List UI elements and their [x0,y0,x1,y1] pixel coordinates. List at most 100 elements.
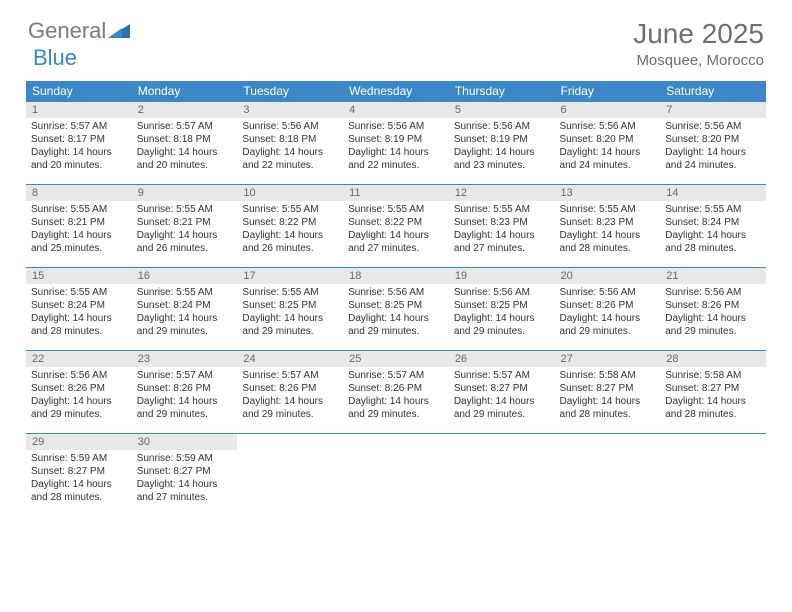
sunset-text: Sunset: 8:27 PM [560,382,656,395]
day-details: Sunrise: 5:57 AMSunset: 8:26 PMDaylight:… [132,367,238,423]
day-number: 19 [449,268,555,284]
sunrise-text: Sunrise: 5:58 AM [560,369,656,382]
sunset-text: Sunset: 8:26 PM [560,299,656,312]
sunrise-text: Sunrise: 5:55 AM [665,203,761,216]
daylight-text-1: Daylight: 14 hours [31,395,127,408]
day-number: 24 [237,351,343,367]
sunset-text: Sunset: 8:26 PM [665,299,761,312]
sunrise-text: Sunrise: 5:57 AM [31,120,127,133]
calendar-table: Sunday Monday Tuesday Wednesday Thursday… [26,81,766,517]
day-details: Sunrise: 5:55 AMSunset: 8:24 PMDaylight:… [132,284,238,340]
daylight-text-1: Daylight: 14 hours [454,395,550,408]
calendar-cell: 9Sunrise: 5:55 AMSunset: 8:21 PMDaylight… [132,185,238,268]
sunrise-text: Sunrise: 5:55 AM [242,286,338,299]
daylight-text-1: Daylight: 14 hours [137,312,233,325]
sunset-text: Sunset: 8:27 PM [137,465,233,478]
daylight-text-2: and 28 minutes. [560,242,656,255]
day-details: Sunrise: 5:56 AMSunset: 8:20 PMDaylight:… [555,118,661,174]
logo-triangle-icon [108,18,130,44]
day-details: Sunrise: 5:59 AMSunset: 8:27 PMDaylight:… [132,450,238,506]
daylight-text-1: Daylight: 14 hours [454,146,550,159]
daylight-text-2: and 28 minutes. [31,325,127,338]
calendar-cell: 21Sunrise: 5:56 AMSunset: 8:26 PMDayligh… [660,268,766,351]
calendar-cell: 26Sunrise: 5:57 AMSunset: 8:27 PMDayligh… [449,351,555,434]
sunrise-text: Sunrise: 5:55 AM [31,203,127,216]
day-number: 7 [660,102,766,118]
calendar-cell: 11Sunrise: 5:55 AMSunset: 8:22 PMDayligh… [343,185,449,268]
day-number: 11 [343,185,449,201]
sunset-text: Sunset: 8:26 PM [31,382,127,395]
daylight-text-1: Daylight: 14 hours [560,312,656,325]
day-details: Sunrise: 5:55 AMSunset: 8:21 PMDaylight:… [132,201,238,257]
calendar-cell [343,434,449,517]
sunset-text: Sunset: 8:27 PM [31,465,127,478]
daylight-text-1: Daylight: 14 hours [137,229,233,242]
sunrise-text: Sunrise: 5:56 AM [665,120,761,133]
daylight-text-1: Daylight: 14 hours [31,312,127,325]
daylight-text-1: Daylight: 14 hours [242,229,338,242]
calendar-cell: 3Sunrise: 5:56 AMSunset: 8:18 PMDaylight… [237,102,343,185]
sunset-text: Sunset: 8:18 PM [137,133,233,146]
sunrise-text: Sunrise: 5:56 AM [560,120,656,133]
daylight-text-2: and 29 minutes. [665,325,761,338]
calendar-cell: 6Sunrise: 5:56 AMSunset: 8:20 PMDaylight… [555,102,661,185]
calendar-cell: 16Sunrise: 5:55 AMSunset: 8:24 PMDayligh… [132,268,238,351]
day-details: Sunrise: 5:57 AMSunset: 8:27 PMDaylight:… [449,367,555,423]
sunset-text: Sunset: 8:25 PM [348,299,444,312]
day-details: Sunrise: 5:56 AMSunset: 8:26 PMDaylight:… [660,284,766,340]
day-details: Sunrise: 5:56 AMSunset: 8:26 PMDaylight:… [26,367,132,423]
sunrise-text: Sunrise: 5:57 AM [348,369,444,382]
day-details: Sunrise: 5:55 AMSunset: 8:23 PMDaylight:… [449,201,555,257]
weekday-wednesday: Wednesday [343,81,449,102]
sunrise-text: Sunrise: 5:56 AM [454,120,550,133]
day-details: Sunrise: 5:57 AMSunset: 8:26 PMDaylight:… [343,367,449,423]
day-number: 28 [660,351,766,367]
daylight-text-1: Daylight: 14 hours [242,146,338,159]
sunrise-text: Sunrise: 5:57 AM [137,120,233,133]
daylight-text-2: and 29 minutes. [348,408,444,421]
sunset-text: Sunset: 8:19 PM [454,133,550,146]
daylight-text-1: Daylight: 14 hours [665,229,761,242]
day-number: 30 [132,434,238,450]
daylight-text-2: and 28 minutes. [31,491,127,504]
day-number: 3 [237,102,343,118]
daylight-text-2: and 29 minutes. [560,325,656,338]
sunrise-text: Sunrise: 5:59 AM [31,452,127,465]
daylight-text-1: Daylight: 14 hours [31,146,127,159]
day-number: 16 [132,268,238,284]
daylight-text-2: and 26 minutes. [137,242,233,255]
sunset-text: Sunset: 8:21 PM [31,216,127,229]
calendar-cell: 27Sunrise: 5:58 AMSunset: 8:27 PMDayligh… [555,351,661,434]
sunrise-text: Sunrise: 5:55 AM [31,286,127,299]
weekday-header-row: Sunday Monday Tuesday Wednesday Thursday… [26,81,766,102]
day-number: 20 [555,268,661,284]
daylight-text-2: and 28 minutes. [665,408,761,421]
daylight-text-1: Daylight: 14 hours [31,229,127,242]
day-number: 6 [555,102,661,118]
daylight-text-2: and 20 minutes. [137,159,233,172]
day-number: 12 [449,185,555,201]
sunset-text: Sunset: 8:24 PM [31,299,127,312]
daylight-text-1: Daylight: 14 hours [454,312,550,325]
daylight-text-1: Daylight: 14 hours [348,312,444,325]
calendar-cell: 17Sunrise: 5:55 AMSunset: 8:25 PMDayligh… [237,268,343,351]
daylight-text-1: Daylight: 14 hours [560,229,656,242]
title-block: June 2025 Mosquee, Morocco [633,18,764,69]
weekday-monday: Monday [132,81,238,102]
day-details: Sunrise: 5:58 AMSunset: 8:27 PMDaylight:… [555,367,661,423]
sunrise-text: Sunrise: 5:56 AM [560,286,656,299]
day-number: 5 [449,102,555,118]
calendar-cell [449,434,555,517]
day-details: Sunrise: 5:55 AMSunset: 8:22 PMDaylight:… [343,201,449,257]
daylight-text-2: and 29 minutes. [31,408,127,421]
day-number: 25 [343,351,449,367]
day-number: 9 [132,185,238,201]
sunrise-text: Sunrise: 5:56 AM [454,286,550,299]
daylight-text-1: Daylight: 14 hours [242,312,338,325]
calendar-cell: 7Sunrise: 5:56 AMSunset: 8:20 PMDaylight… [660,102,766,185]
daylight-text-1: Daylight: 14 hours [665,395,761,408]
day-number: 1 [26,102,132,118]
day-number: 17 [237,268,343,284]
weekday-saturday: Saturday [660,81,766,102]
sunrise-text: Sunrise: 5:56 AM [665,286,761,299]
